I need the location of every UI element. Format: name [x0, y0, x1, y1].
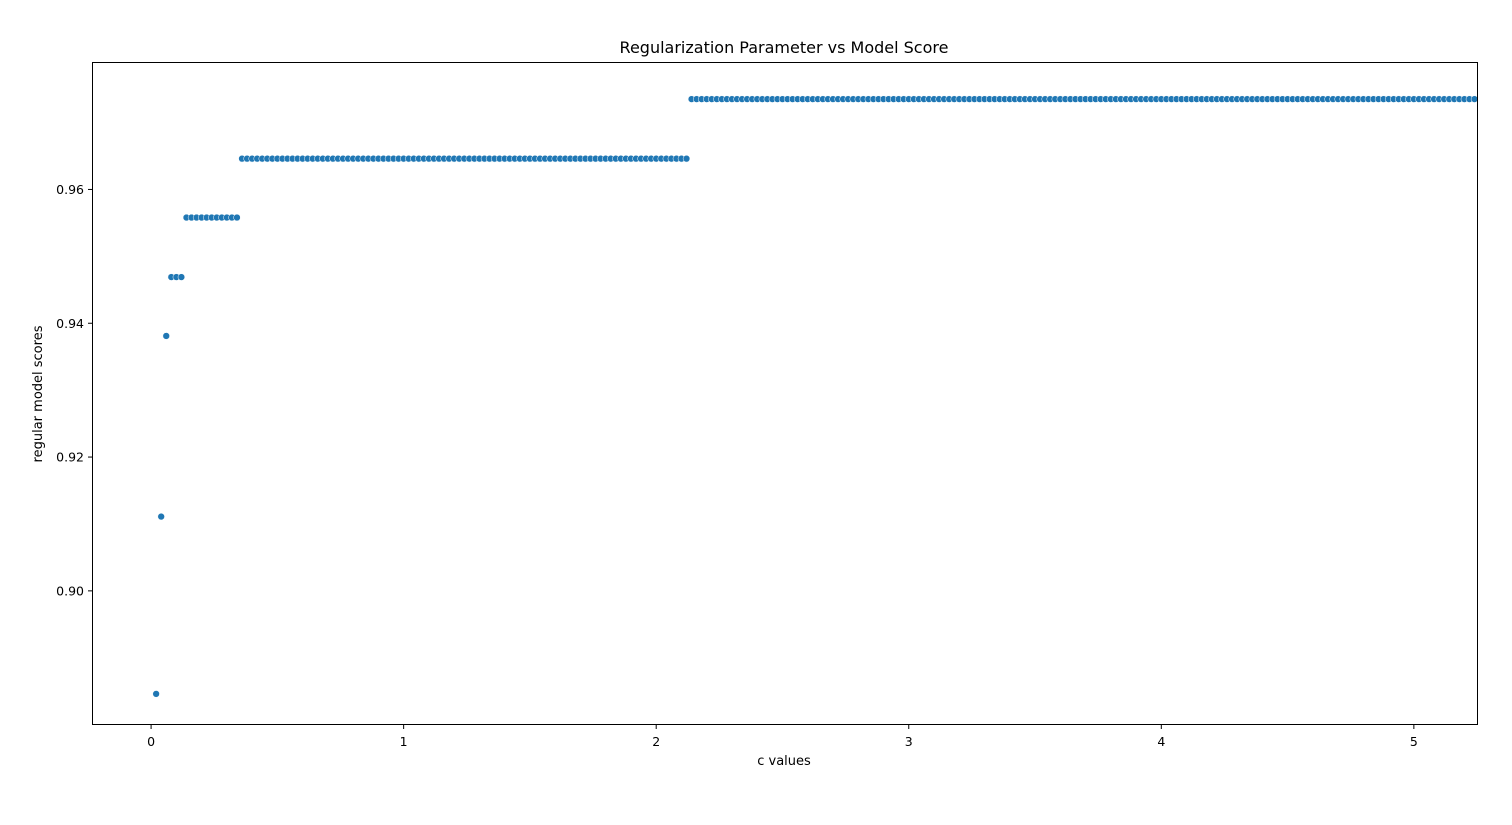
- y-axis-ticks: 0.90 0.92 0.94 0.96: [56, 182, 92, 598]
- data-point: [177, 273, 186, 281]
- data-points: [152, 95, 1479, 698]
- plot-frame: [92, 62, 1478, 725]
- x-tick-label: 4: [1157, 734, 1165, 749]
- x-axis-label: c values: [757, 754, 811, 769]
- y-axis-label: regular model scores: [31, 325, 46, 462]
- x-tick-label: 3: [905, 734, 913, 749]
- y-tick-label: 0.92: [56, 450, 84, 465]
- x-tick-label: 5: [1410, 734, 1418, 749]
- y-tick-label: 0.94: [56, 316, 84, 331]
- x-tick-label: 0: [147, 734, 155, 749]
- data-point: [1470, 95, 1479, 103]
- y-tick-label: 0.96: [56, 182, 84, 197]
- data-point: [162, 332, 170, 340]
- y-tick-label: 0.90: [56, 583, 84, 598]
- chart-title: Regularization Parameter vs Model Score: [620, 38, 949, 57]
- data-point: [233, 213, 241, 222]
- data-point: [682, 155, 691, 163]
- x-tick-label: 1: [400, 734, 408, 749]
- x-axis-ticks: 0 1 2 3 4 5: [147, 725, 1418, 749]
- data-point: [152, 690, 160, 698]
- x-tick-label: 2: [652, 734, 660, 749]
- data-point: [157, 512, 165, 521]
